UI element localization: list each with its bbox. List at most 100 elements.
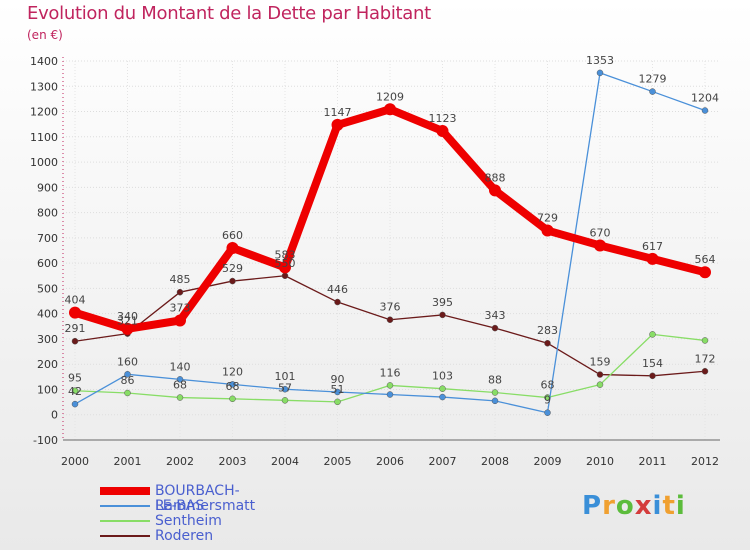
data-point (491, 389, 499, 396)
x-tick-label: 2010 (586, 455, 614, 468)
data-label: 283 (537, 324, 558, 337)
data-point (279, 261, 291, 274)
y-tick-label: -100 (33, 434, 58, 447)
data-point (384, 103, 396, 116)
legend-swatch (100, 505, 150, 507)
data-label: 120 (222, 365, 243, 378)
chart-subtitle: (en €) (27, 28, 63, 42)
data-point (69, 306, 81, 319)
y-tick-label: 1000 (30, 156, 58, 169)
legend-swatch (100, 535, 150, 537)
data-label: 583 (275, 248, 296, 261)
legend-label: BOURBACH-LE-BAS (155, 483, 240, 514)
data-label: 446 (327, 283, 348, 296)
x-tick-label: 2009 (534, 455, 562, 468)
x-tick-label: 2002 (166, 455, 194, 468)
data-label: 343 (485, 309, 506, 322)
data-point (386, 391, 394, 398)
data-point (229, 381, 236, 388)
data-point (71, 400, 79, 408)
x-tick-label: 2004 (271, 455, 299, 468)
data-point (174, 314, 186, 327)
data-point (491, 397, 499, 405)
data-label: 116 (380, 366, 401, 379)
legend-swatch (100, 520, 150, 522)
proxiti-logo: Proxiti (582, 491, 686, 521)
data-point (489, 184, 501, 197)
data-label: 340 (117, 310, 138, 323)
data-label: 95 (68, 372, 82, 385)
chart-title: Evolution du Montant de la Dette par Hab… (27, 3, 431, 24)
data-label: 888 (485, 171, 506, 184)
data-point (334, 388, 341, 396)
data-label: 57 (278, 381, 292, 394)
y-tick-label: 0 (51, 409, 58, 422)
y-tick-label: 500 (37, 282, 58, 295)
data-label: 485 (170, 273, 191, 286)
data-label: 617 (642, 240, 663, 253)
data-label: 68 (226, 380, 240, 393)
data-label: 404 (65, 294, 86, 307)
y-tick-label: 900 (37, 181, 58, 194)
data-label: 670 (590, 226, 611, 239)
data-point (334, 298, 341, 306)
y-tick-label: 200 (37, 358, 58, 371)
data-label: 160 (117, 355, 138, 368)
data-label: 564 (695, 253, 716, 266)
data-point (646, 252, 659, 265)
y-tick-label: 700 (37, 232, 58, 245)
data-label: 9 (544, 394, 551, 407)
y-tick-label: 1400 (30, 55, 58, 68)
data-point (331, 118, 344, 131)
data-point (124, 371, 131, 378)
legend-label: Rammersmatt (155, 498, 256, 514)
x-tick-label: 2008 (481, 455, 509, 468)
data-point (491, 324, 499, 332)
x-tick-label: 2011 (639, 455, 667, 468)
y-tick-label: 800 (37, 207, 58, 220)
data-point (281, 397, 289, 404)
data-point (226, 241, 239, 254)
data-point (386, 316, 394, 323)
data-label: 90 (331, 373, 345, 386)
data-label: 1123 (429, 112, 457, 125)
x-tick-label: 2003 (219, 455, 247, 468)
data-point (596, 69, 604, 77)
data-label: 101 (275, 370, 296, 383)
legend-swatch (100, 487, 150, 495)
data-point (334, 398, 341, 406)
data-label: 321 (117, 315, 138, 328)
data-point (544, 409, 551, 416)
x-tick-label: 2005 (324, 455, 352, 468)
data-label: 395 (432, 296, 453, 309)
data-label: 172 (695, 352, 716, 365)
data-point (176, 376, 184, 383)
data-label: 68 (541, 379, 555, 392)
data-point (121, 322, 134, 335)
x-tick-label: 2012 (691, 455, 719, 468)
data-point (439, 385, 446, 392)
data-label: 140 (170, 360, 191, 373)
legend-label: Sentheim (155, 513, 222, 529)
data-label: 1209 (376, 90, 404, 103)
data-label: 1353 (586, 54, 614, 67)
data-label: 660 (222, 229, 243, 242)
x-tick-label: 2007 (429, 455, 457, 468)
data-point (281, 272, 289, 280)
data-point (596, 371, 604, 378)
x-tick-label: 2001 (114, 455, 142, 468)
data-point (649, 331, 656, 338)
data-label: 68 (173, 379, 187, 392)
data-point (176, 394, 184, 401)
data-point (436, 124, 449, 137)
y-tick-label: 1200 (30, 106, 58, 119)
data-point (596, 381, 604, 388)
data-point (176, 288, 184, 296)
data-point (124, 389, 131, 397)
data-label: 159 (590, 356, 611, 369)
data-label: 154 (642, 357, 663, 370)
data-label: 291 (65, 322, 86, 335)
data-point (701, 368, 709, 375)
data-label: 42 (68, 385, 82, 398)
